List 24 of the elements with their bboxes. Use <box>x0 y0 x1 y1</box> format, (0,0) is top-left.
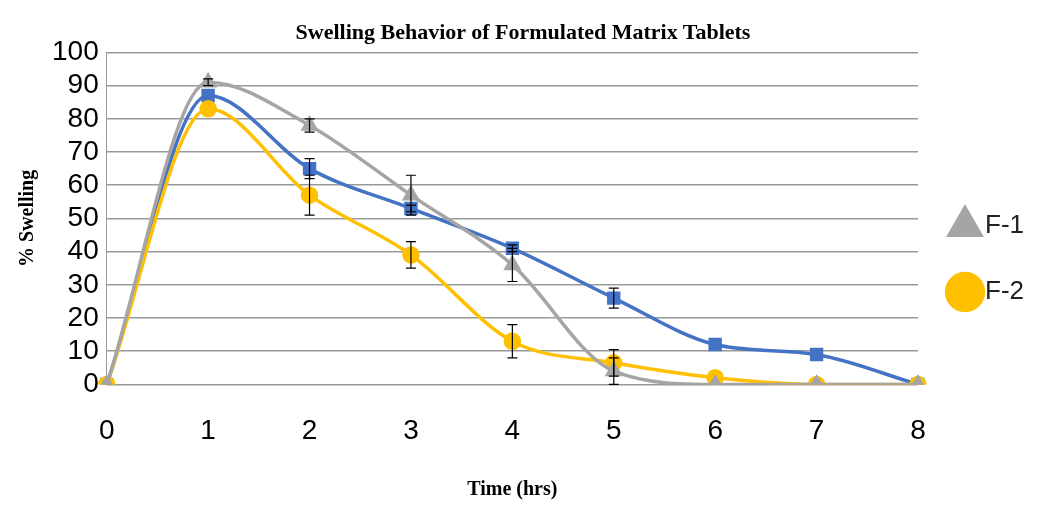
x-tick-label: 2 <box>301 413 318 445</box>
x-tick-label: 5 <box>605 413 622 445</box>
x-tick-label: 8 <box>910 413 926 445</box>
y-tick-label: 10 <box>67 333 99 365</box>
y-tick-label: 80 <box>67 101 99 133</box>
y-tick-label: 60 <box>67 167 99 199</box>
x-tick-label: 7 <box>808 413 825 445</box>
y-tick-label: 0 <box>83 367 99 399</box>
chart-title: Swelling Behavior of Formulated Matrix Tablets <box>295 18 751 44</box>
x-tick-label: 4 <box>504 413 521 445</box>
y-tick-label: 90 <box>67 68 99 100</box>
x-tick-label: 6 <box>707 413 723 445</box>
x-tick-label: 1 <box>200 413 216 445</box>
x-tick-label: 3 <box>403 413 419 445</box>
y-tick-label: 100 <box>52 35 99 67</box>
x-axis-title: Time (hrs) <box>467 477 558 501</box>
y-axis-title: % Swelling <box>15 169 39 268</box>
legend-label: F-1 <box>985 209 1024 240</box>
legend-label: F-2 <box>985 275 1024 306</box>
y-tick-label: 40 <box>67 234 99 266</box>
y-tick-label: 20 <box>67 300 99 332</box>
y-tick-label: 50 <box>67 201 99 233</box>
y-tick-label: 70 <box>67 134 99 166</box>
y-tick-label: 30 <box>67 267 99 299</box>
